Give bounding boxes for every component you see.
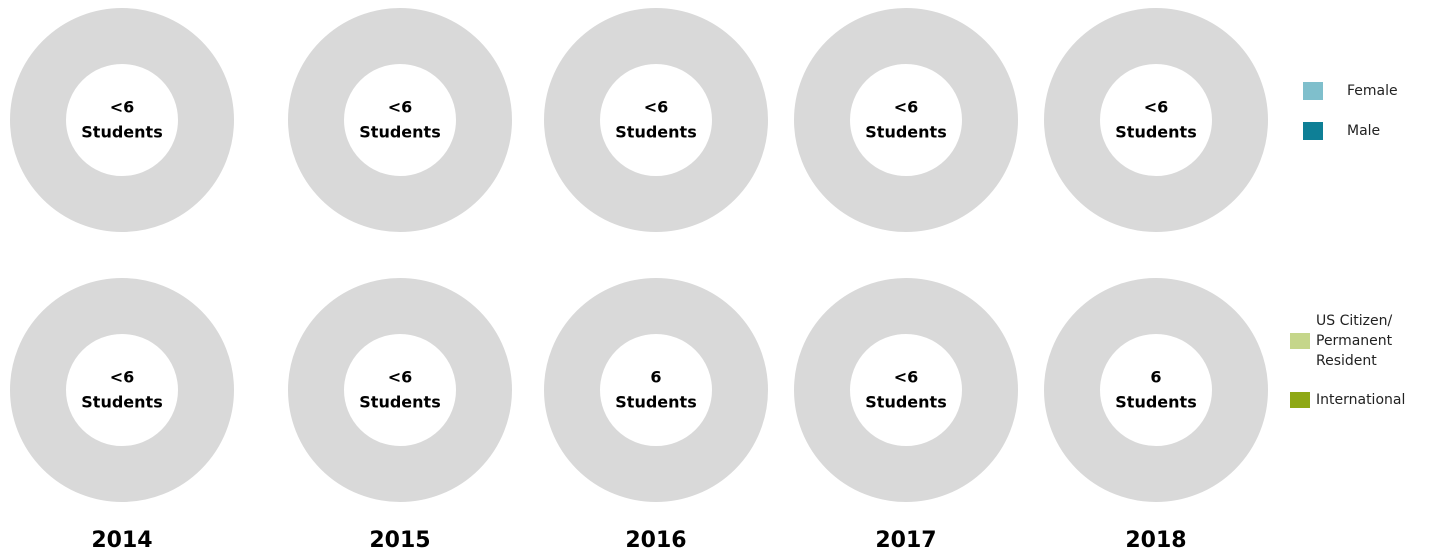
legend-swatch — [1290, 333, 1310, 349]
center-unit: Students — [865, 123, 946, 142]
year-label: 2018 — [1125, 528, 1186, 553]
legend-label: US Citizen/ — [1316, 313, 1392, 329]
donut-ring — [544, 278, 768, 502]
center-count: 6 — [650, 368, 661, 387]
donut-ring — [794, 278, 1018, 502]
center-unit: Students — [1115, 393, 1196, 412]
donut-ring — [544, 8, 768, 232]
center-unit: Students — [615, 123, 696, 142]
year-label: 2015 — [369, 528, 430, 553]
center-unit: Students — [615, 393, 696, 412]
center-unit: Students — [359, 393, 440, 412]
center-count: <6 — [1144, 98, 1169, 117]
donut-ring — [288, 278, 512, 502]
legend-swatch — [1303, 122, 1323, 140]
center-count: <6 — [388, 98, 413, 117]
donut-ring — [1044, 8, 1268, 232]
donut-ring — [288, 8, 512, 232]
center-unit: Students — [81, 123, 162, 142]
year-label: 2017 — [875, 528, 936, 553]
legend-label: Resident — [1316, 353, 1377, 369]
legend-label: Female — [1347, 83, 1398, 99]
legend-label: International — [1316, 392, 1405, 408]
legend-swatch — [1303, 82, 1323, 100]
year-label: 2014 — [91, 528, 152, 553]
donut-ring — [1044, 278, 1268, 502]
center-unit: Students — [1115, 123, 1196, 142]
center-unit: Students — [865, 393, 946, 412]
year-label: 2016 — [625, 528, 686, 553]
legend-swatch — [1290, 392, 1310, 408]
donut-ring — [10, 278, 234, 502]
donut-ring — [794, 8, 1018, 232]
donut-ring — [10, 8, 234, 232]
center-count: <6 — [110, 368, 135, 387]
center-unit: Students — [359, 123, 440, 142]
center-count: <6 — [388, 368, 413, 387]
center-count: <6 — [110, 98, 135, 117]
center-count: <6 — [644, 98, 669, 117]
center-unit: Students — [81, 393, 162, 412]
center-count: 6 — [1150, 368, 1161, 387]
center-count: <6 — [894, 368, 919, 387]
legend-label: Male — [1347, 123, 1380, 139]
center-count: <6 — [894, 98, 919, 117]
legend-label: Permanent — [1316, 333, 1393, 349]
